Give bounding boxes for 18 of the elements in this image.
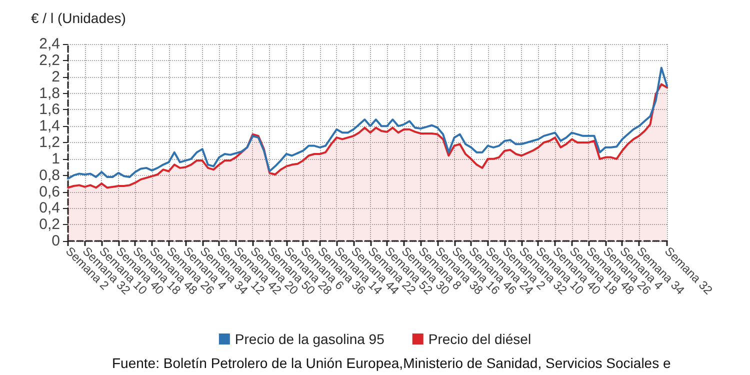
y-tick-label: 0,2 [39, 216, 60, 234]
y-tick-label: 0 [52, 232, 60, 250]
line-series [67, 66, 668, 180]
source-note: Fuente: Boletín Petrolero de la Unión Europea,Ministerio de Sanidad, Servicios Sociales e [112, 355, 671, 371]
y-tick-label: 2,4 [39, 36, 60, 52]
y-axis-title: € / l (Unidades) [31, 10, 126, 26]
y-tick-label: 2 [52, 68, 60, 86]
y-tick-label: 0,6 [39, 183, 60, 200]
y-tick-label: 2,2 [39, 52, 60, 69]
y-tick-label: 0,8 [39, 166, 60, 184]
y-tick-label: 1 [52, 150, 60, 168]
y-tick-label: 0,4 [39, 200, 60, 217]
y-tick-label: 1,2 [39, 134, 60, 151]
legend-label: Precio de la gasolina 95 [234, 331, 385, 347]
y-tick-label: 1,4 [39, 118, 60, 135]
y-tick-label: 1,6 [39, 101, 60, 118]
legend-label: Precio del diésel [428, 331, 532, 347]
y-tick-label: 1,8 [39, 84, 60, 102]
